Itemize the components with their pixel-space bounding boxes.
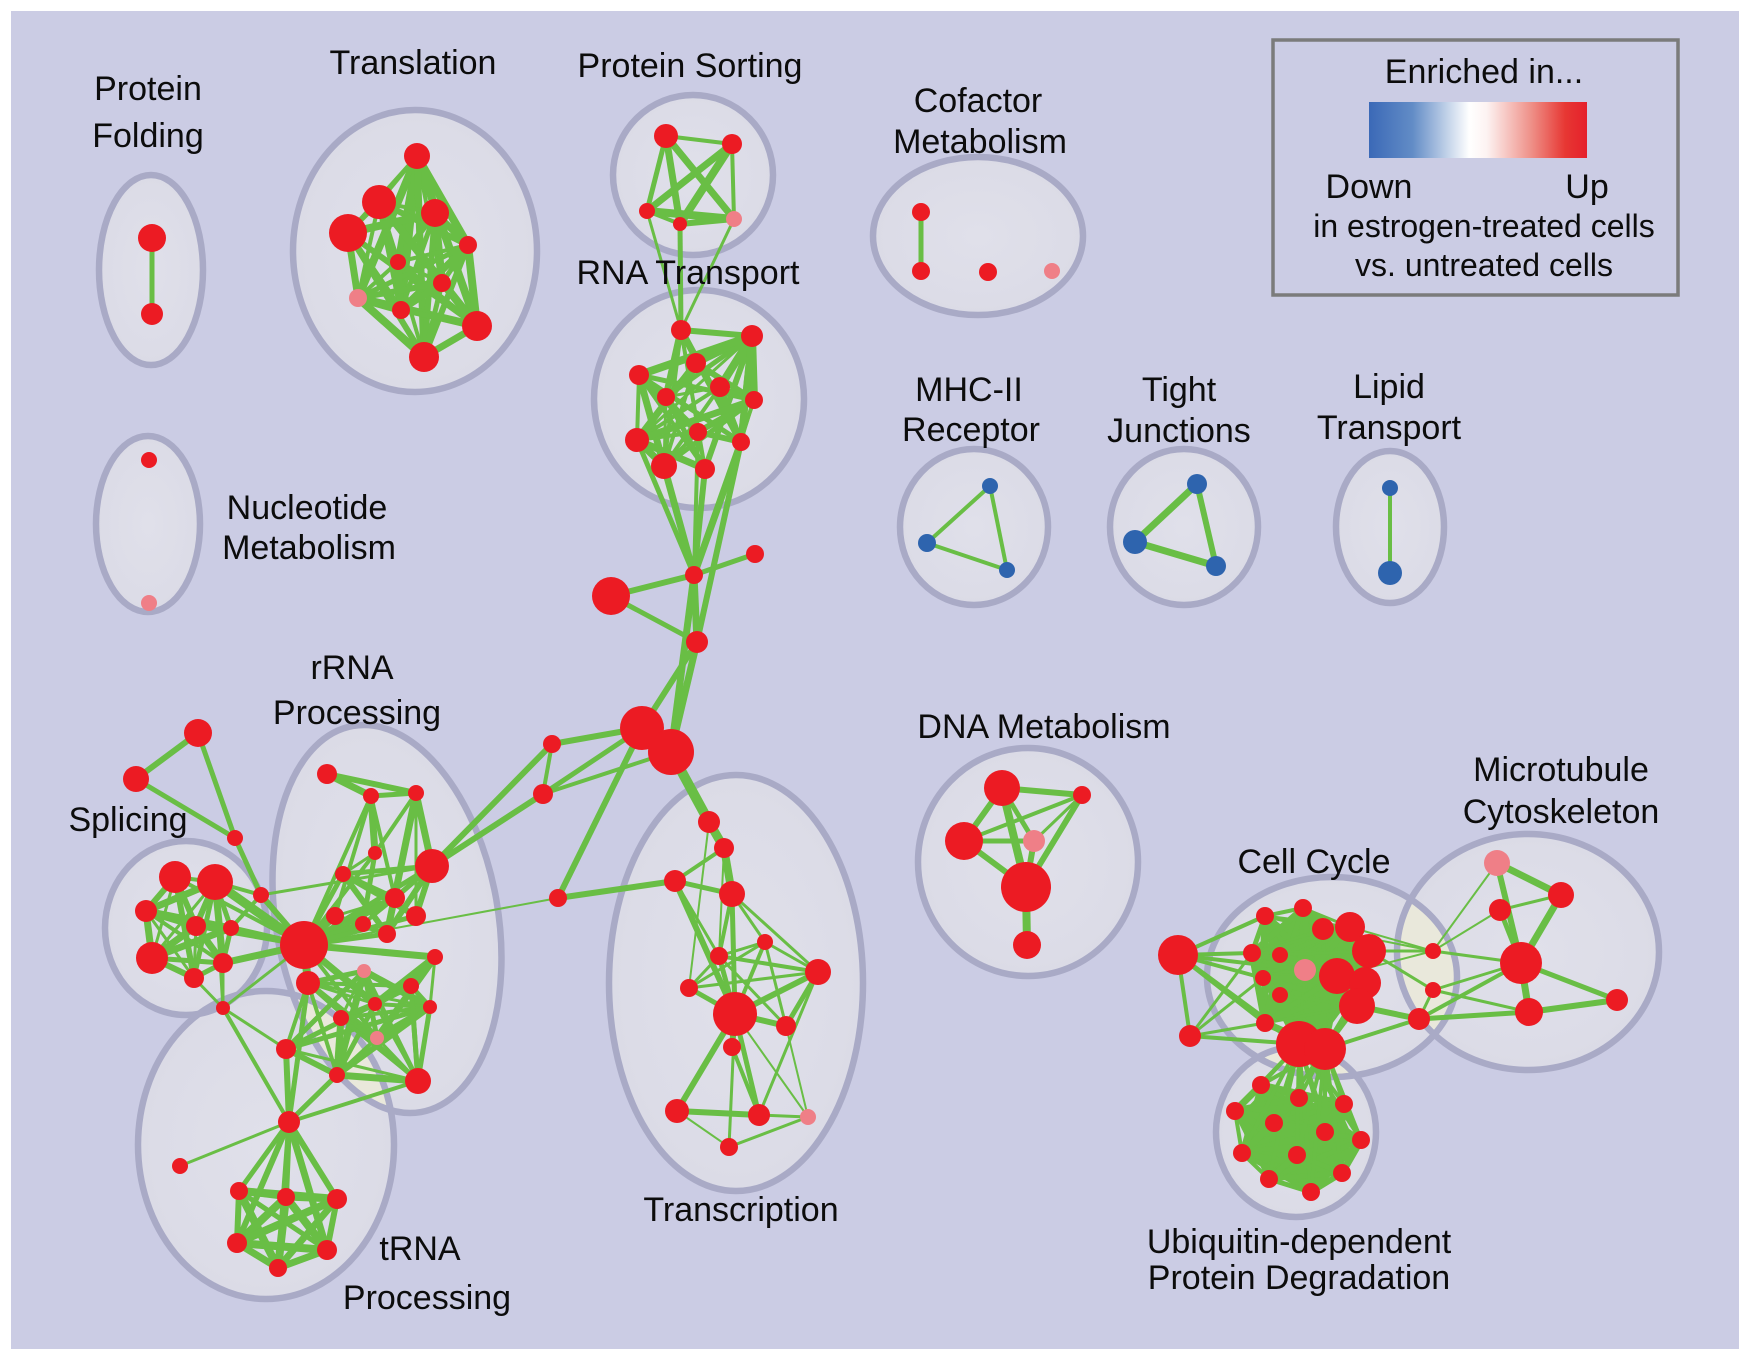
svg-text:Cell Cycle: Cell Cycle: [1237, 843, 1390, 881]
svg-text:Processing: Processing: [343, 1279, 511, 1317]
svg-text:Cytoskeleton: Cytoskeleton: [1463, 793, 1660, 831]
svg-text:Splicing: Splicing: [68, 801, 187, 839]
svg-text:Folding: Folding: [92, 117, 204, 155]
svg-text:Cofactor: Cofactor: [914, 82, 1043, 120]
svg-text:Receptor: Receptor: [902, 411, 1040, 449]
svg-text:Protein Sorting: Protein Sorting: [578, 47, 803, 85]
svg-text:in estrogen-treated cells: in estrogen-treated cells: [1313, 208, 1655, 244]
svg-text:vs. untreated cells: vs. untreated cells: [1355, 247, 1613, 283]
svg-text:DNA Metabolism: DNA Metabolism: [917, 708, 1170, 746]
svg-text:Processing: Processing: [273, 694, 441, 732]
svg-text:rRNA: rRNA: [310, 649, 393, 687]
svg-text:Protein Degradation: Protein Degradation: [1148, 1259, 1450, 1297]
svg-text:Up: Up: [1565, 168, 1608, 206]
svg-text:Transport: Transport: [1317, 409, 1462, 447]
svg-text:Metabolism: Metabolism: [222, 529, 396, 567]
svg-text:Transcription: Transcription: [643, 1191, 838, 1229]
svg-text:Protein: Protein: [94, 70, 202, 108]
svg-text:Translation: Translation: [330, 44, 497, 82]
svg-text:Microtubule: Microtubule: [1473, 751, 1649, 789]
svg-text:Enriched in...: Enriched in...: [1385, 53, 1583, 91]
svg-text:MHC-II: MHC-II: [915, 371, 1023, 409]
svg-text:Lipid: Lipid: [1353, 368, 1425, 406]
svg-text:Down: Down: [1326, 168, 1413, 206]
svg-text:Tight: Tight: [1142, 371, 1217, 409]
svg-text:Junctions: Junctions: [1107, 412, 1251, 450]
svg-text:Metabolism: Metabolism: [893, 123, 1067, 161]
svg-text:RNA Transport: RNA Transport: [577, 254, 801, 292]
svg-text:Ubiquitin-dependent: Ubiquitin-dependent: [1147, 1223, 1452, 1261]
svg-text:tRNA: tRNA: [379, 1230, 461, 1268]
svg-text:Nucleotide: Nucleotide: [227, 489, 388, 527]
